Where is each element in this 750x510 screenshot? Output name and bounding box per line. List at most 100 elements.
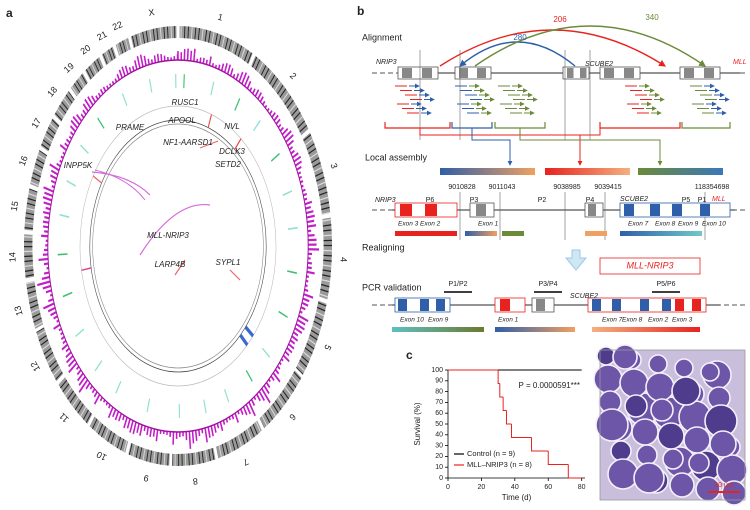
histogram	[201, 428, 204, 434]
histogram	[37, 280, 51, 287]
histogram	[307, 233, 315, 237]
histogram	[240, 408, 244, 416]
ideogram	[251, 55, 309, 136]
histogram	[56, 162, 61, 168]
histogram	[50, 174, 57, 180]
band	[107, 430, 112, 443]
histogram	[152, 428, 156, 437]
tick	[278, 310, 288, 319]
band	[269, 74, 276, 85]
gene-label: SETD2	[215, 160, 241, 169]
histogram	[43, 271, 50, 275]
contig-bar	[592, 327, 700, 332]
contig-bar	[392, 327, 484, 332]
x-tick-label: 20	[478, 484, 486, 491]
exon	[692, 299, 701, 311]
band	[101, 426, 106, 438]
histogram	[234, 412, 239, 423]
contig-bar	[465, 231, 497, 236]
histogram	[262, 100, 266, 106]
chromosome-label: 5	[322, 343, 333, 352]
histogram	[277, 123, 282, 129]
histogram	[226, 64, 232, 75]
band	[252, 56, 258, 68]
cell	[695, 476, 721, 502]
histogram	[42, 220, 49, 224]
exon	[459, 68, 468, 78]
histogram	[271, 111, 276, 119]
tick	[121, 93, 128, 107]
band	[69, 393, 77, 404]
histogram	[188, 431, 192, 449]
tick	[80, 144, 89, 155]
y-tick-label: 40	[435, 432, 443, 439]
exon	[500, 299, 510, 311]
histogram	[43, 210, 50, 215]
histogram	[282, 354, 290, 363]
band	[63, 97, 71, 107]
histogram	[292, 152, 299, 159]
link	[94, 169, 146, 201]
ideogram	[319, 217, 332, 300]
histogram	[87, 96, 94, 106]
histogram	[250, 398, 256, 407]
contig-bar	[495, 327, 575, 332]
band	[261, 415, 268, 427]
band	[277, 396, 284, 407]
tick	[261, 347, 271, 358]
histogram	[245, 403, 251, 415]
histogram	[95, 95, 99, 101]
histogram	[53, 315, 58, 320]
panel-label: c	[406, 348, 413, 362]
link	[91, 171, 151, 196]
histogram	[285, 134, 294, 143]
histogram	[241, 72, 248, 85]
histogram	[306, 214, 315, 219]
cell	[650, 398, 674, 422]
histogram	[235, 72, 240, 81]
fusion-label: MLL-NRIP3	[626, 260, 673, 270]
band	[280, 393, 287, 403]
band	[81, 74, 87, 85]
histogram	[82, 109, 87, 116]
band	[255, 421, 261, 433]
band	[272, 403, 279, 414]
band	[91, 63, 97, 75]
legend-label: Control (n = 9)	[467, 449, 516, 458]
arrow	[520, 134, 583, 166]
tick	[203, 399, 207, 414]
histogram	[208, 56, 212, 66]
primer: P1	[698, 197, 707, 204]
histogram	[70, 125, 76, 133]
band	[289, 379, 297, 388]
exon	[675, 299, 684, 311]
chromosome-label: 8	[192, 476, 198, 486]
histogram	[68, 362, 78, 374]
histogram	[139, 54, 144, 68]
histogram	[118, 69, 123, 79]
histogram	[50, 311, 57, 317]
histogram	[231, 414, 235, 420]
ideogram	[102, 46, 117, 66]
histogram	[45, 289, 52, 294]
band	[243, 430, 249, 443]
y-tick-label: 80	[435, 388, 443, 395]
histogram	[289, 339, 296, 345]
ideogram	[26, 280, 44, 329]
exon	[477, 68, 486, 78]
histogram	[246, 80, 252, 90]
band	[61, 101, 69, 111]
tick	[94, 360, 103, 372]
ideogram	[115, 37, 131, 56]
band	[267, 409, 274, 420]
tick	[92, 175, 102, 184]
histogram	[207, 426, 211, 438]
band	[282, 92, 289, 102]
histogram	[131, 65, 135, 72]
histogram	[47, 306, 56, 313]
exon-label: Exon 10	[702, 221, 726, 228]
cell	[612, 344, 638, 370]
exon	[624, 204, 634, 216]
histogram	[153, 55, 157, 64]
cell	[633, 462, 665, 494]
